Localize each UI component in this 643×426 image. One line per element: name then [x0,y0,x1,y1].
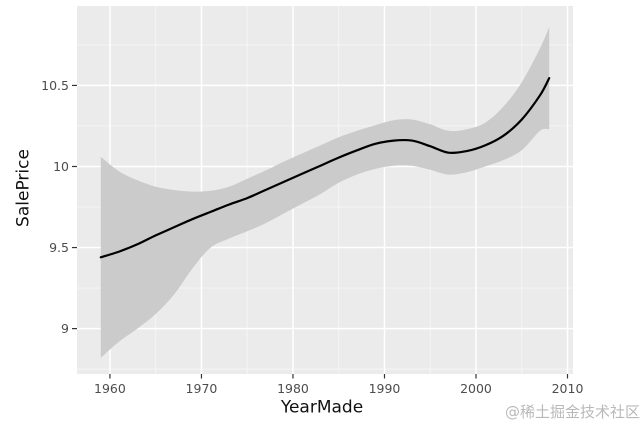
x-tick-label: 2010 [552,381,584,396]
y-tick-label: 9.5 [49,240,69,255]
x-tick-label: 1990 [369,381,401,396]
x-tick-label: 1980 [277,381,309,396]
x-tick-label: 2000 [460,381,492,396]
x-tick-label: 1960 [94,381,126,396]
x-axis-title: YearMade [280,397,364,418]
confidence-band [100,27,550,358]
y-tick-label: 10.5 [41,78,69,93]
y-tick-label: 10 [53,159,69,174]
smooth-line [99,77,551,259]
y-tick-label: 9 [61,321,69,336]
y-axis-title: SalePrice [13,149,34,227]
x-tick-label: 1970 [186,381,218,396]
watermark: @稀土掘金技术社区 [504,403,640,421]
